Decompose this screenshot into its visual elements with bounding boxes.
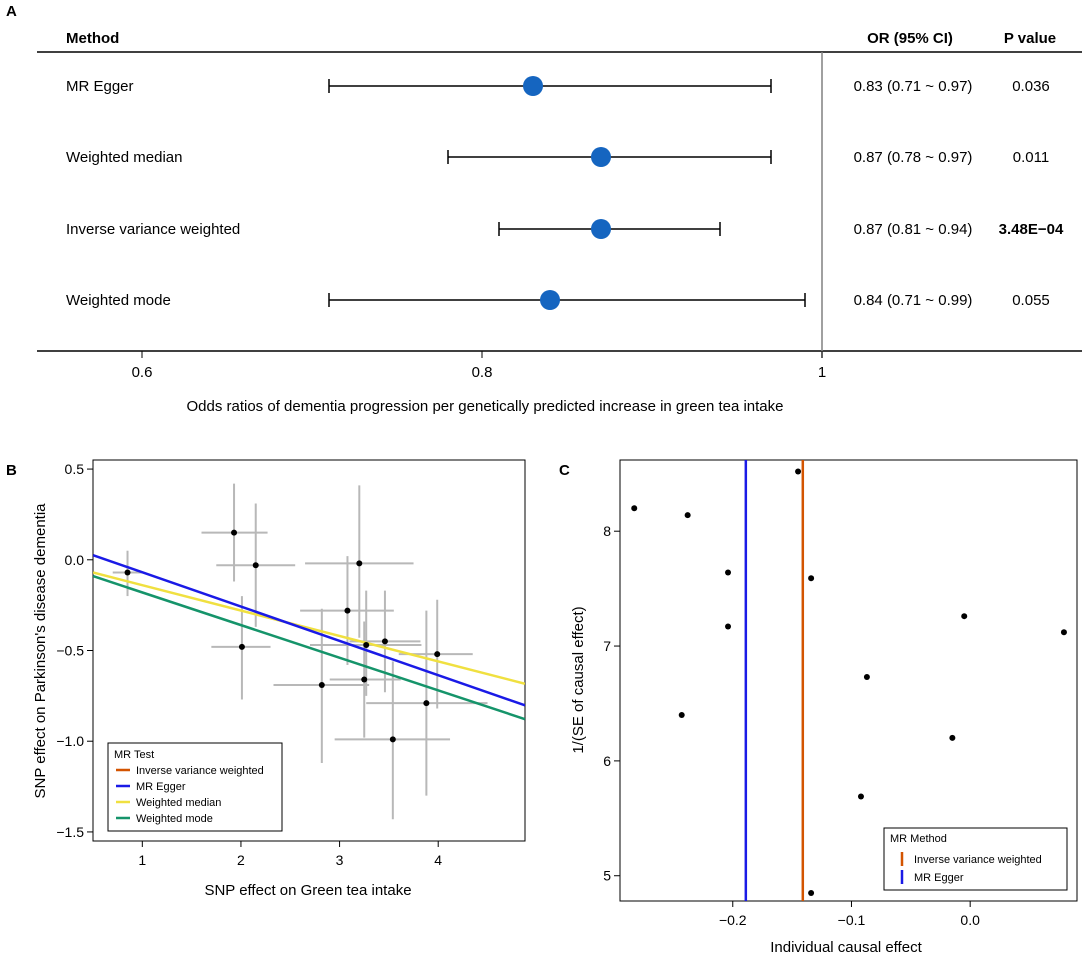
forest-xlabel: Odds ratios of dementia progression per …: [186, 398, 783, 415]
scatter-point: [124, 569, 131, 576]
scatter-point: [381, 638, 388, 645]
scatter-point: [238, 643, 245, 650]
scatter-y-tick-label: −1.0: [56, 733, 84, 749]
funnel-point: [857, 793, 864, 800]
scatter-xlabel: SNP effect on Green tea intake: [204, 882, 411, 899]
scatter-regression-line: [93, 553, 525, 707]
funnel-xlabel: Individual causal effect: [770, 939, 922, 956]
funnel-x-tick-label: −0.1: [838, 912, 866, 928]
funnel-legend-box: [883, 827, 1068, 891]
scatter-y-tick-label: −1.5: [56, 824, 84, 840]
funnel-point: [961, 613, 968, 620]
panel-label-a: A: [6, 3, 17, 20]
scatter-legend-label: Weighted median: [136, 797, 221, 809]
funnel-point: [725, 569, 732, 576]
funnel-y-tick-label: 7: [603, 638, 611, 654]
scatter-point: [356, 560, 363, 567]
funnel-y-tick-label: 6: [603, 753, 611, 769]
scatter-regression-line: [93, 574, 525, 721]
forest-row-p: 0.011: [1013, 149, 1049, 166]
funnel-x-tick-label: 0.0: [960, 912, 980, 928]
forest-row-or: 0.83 (0.71 ~ 0.97): [854, 78, 973, 95]
funnel-y-tick-label: 8: [603, 523, 611, 539]
funnel-point: [1060, 629, 1067, 636]
funnel-point: [863, 674, 870, 681]
scatter-point: [434, 651, 441, 658]
forest-header-method: Method: [66, 30, 119, 47]
scatter-x-tick-label: 4: [434, 852, 442, 868]
forest-row-p: 0.036: [1012, 78, 1050, 95]
forest-x-tick-label: 0.6: [132, 364, 153, 381]
scatter-point: [363, 642, 370, 649]
funnel-ylabel: 1/(SE of causal effect): [570, 606, 587, 753]
scatter-legend-box: [107, 742, 283, 832]
funnel-point: [949, 734, 956, 741]
forest-row-or: 0.87 (0.81 ~ 0.94): [854, 221, 973, 238]
forest-plot-panel: Method OR (95% CI) P value MR Egger 0.83 …: [37, 30, 1082, 415]
forest-row-method: Weighted mode: [66, 292, 171, 309]
funnel-x-tick-label: −0.2: [719, 912, 747, 928]
forest-row-p: 3.48E−04: [999, 221, 1064, 238]
panel-label-c: C: [559, 462, 570, 479]
funnel-legend-label: Inverse variance weighted: [914, 854, 1042, 866]
scatter-point: [344, 607, 351, 614]
funnel-legend-title: MR Method: [890, 833, 947, 845]
forest-row-p: 0.055: [1012, 292, 1050, 309]
forest-row-or: 0.87 (0.78 ~ 0.97): [854, 149, 973, 166]
funnel-point: [684, 512, 691, 519]
forest-point-estimate: [540, 290, 560, 310]
forest-point-estimate: [523, 76, 543, 96]
funnel-point: [678, 711, 685, 718]
funnel-y-tick-label: 5: [603, 868, 611, 884]
scatter-x-tick-label: 3: [336, 852, 344, 868]
funnel-point: [631, 505, 638, 512]
forest-point-estimate: [591, 219, 611, 239]
scatter-legend-label: Inverse variance weighted: [136, 765, 264, 777]
funnel-plot-frame: [619, 459, 1078, 902]
forest-x-tick-label: 0.8: [472, 364, 493, 381]
scatter-plot-panel: 1 2 3 4 −1.5 −1.0 −0.5 0.0 0.5 SNP effect on Gre…: [32, 459, 526, 899]
funnel-point: [795, 468, 802, 475]
forest-row-method: Inverse variance weighted: [66, 221, 240, 238]
scatter-x-tick-label: 2: [237, 852, 245, 868]
scatter-point: [361, 676, 368, 683]
scatter-legend-label: MR Egger: [136, 781, 186, 793]
scatter-point: [231, 529, 238, 536]
funnel-point: [725, 623, 732, 630]
funnel-point: [808, 575, 815, 582]
panel-label-b: B: [6, 462, 17, 479]
funnel-plot-panel: −0.2 −0.1 0.0 5 6 7 8 Individual causal effect…: [570, 459, 1078, 956]
scatter-y-tick-label: 0.0: [65, 552, 85, 568]
scatter-y-tick-label: −0.5: [56, 643, 84, 659]
funnel-point: [808, 889, 815, 896]
scatter-legend-title: MR Test: [114, 749, 154, 761]
scatter-legend-label: Weighted mode: [136, 813, 213, 825]
scatter-x-tick-label: 1: [138, 852, 146, 868]
scatter-ylabel: SNP effect on Parkinson's disease dement…: [32, 503, 49, 799]
forest-row-method: MR Egger: [66, 78, 134, 95]
scatter-point: [423, 700, 430, 707]
forest-x-tick-label: 1: [818, 364, 826, 381]
forest-header-or: OR (95% CI): [867, 30, 953, 47]
scatter-point: [252, 562, 259, 569]
forest-row-method: Weighted median: [66, 149, 182, 166]
forest-header-p: P value: [1004, 30, 1056, 47]
scatter-regression-line: [93, 571, 525, 685]
scatter-point: [318, 681, 325, 688]
funnel-legend-label: MR Egger: [914, 872, 964, 884]
scatter-y-tick-label: 0.5: [65, 461, 85, 477]
scatter-point: [389, 736, 396, 743]
forest-point-estimate: [591, 147, 611, 167]
forest-row-or: 0.84 (0.71 ~ 0.99): [854, 292, 973, 309]
